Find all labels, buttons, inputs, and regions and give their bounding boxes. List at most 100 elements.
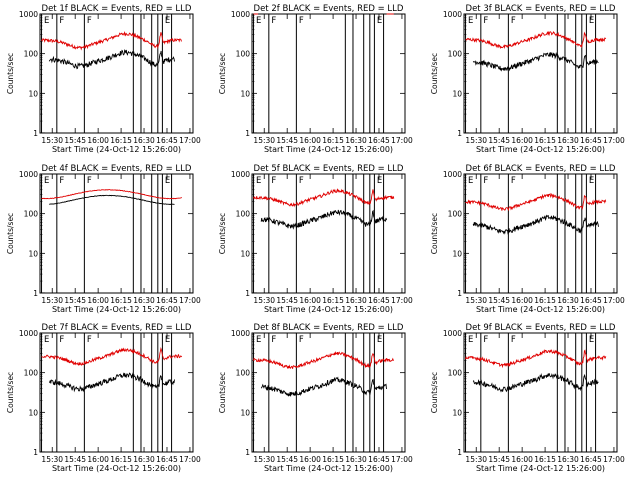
x-axis-label: Start Time (24-Oct-12 15:26:00) <box>52 305 181 314</box>
plot-frame <box>39 332 194 453</box>
x-tick-label: 15:30 <box>41 455 63 464</box>
y-tick-label: 100 <box>236 210 251 219</box>
y-tick-label: 100 <box>236 50 251 59</box>
x-tick-label: 16:15 <box>322 455 344 464</box>
interval-letter: F <box>59 16 64 26</box>
interval-letter: E <box>44 176 49 186</box>
panel-title: Det 1f BLACK = Events, RED = LLD <box>42 4 192 14</box>
y-tick-label: 1000 <box>19 329 38 338</box>
events-series-line <box>260 376 387 397</box>
x-tick-label: 16:45 <box>156 136 178 145</box>
y-tick-label: 10 <box>240 408 250 417</box>
x-tick-label: 15:30 <box>41 296 63 305</box>
interval-letter: F <box>299 16 304 26</box>
chart-panel-7: Det 7f BLACK = Events, RED = LLD 1 10 100 10… <box>6 323 201 473</box>
x-tick-label: 16:15 <box>110 455 132 464</box>
interval-letter: F <box>87 16 92 26</box>
x-tick-label: 16:45 <box>368 455 390 464</box>
y-tick-label: 1 <box>245 289 250 298</box>
x-tick-label: 16:00 <box>87 455 109 464</box>
x-tick-label: 17:00 <box>391 136 413 145</box>
x-tick-label: 16:15 <box>110 296 132 305</box>
y-tick-label: 10 <box>240 249 250 258</box>
x-tick-label: 16:45 <box>580 296 602 305</box>
interval-letter: F <box>59 176 64 186</box>
x-axis-label: Start Time (24-Oct-12 15:26:00) <box>476 464 605 473</box>
interval-letter: E <box>377 16 382 26</box>
chart-panel-1: Det 1f BLACK = Events, RED = LLD 1 10 100 10… <box>6 4 201 154</box>
interval-letter: E <box>468 335 473 345</box>
x-tick-label: 16:45 <box>156 296 178 305</box>
x-tick-label: 16:30 <box>345 136 367 145</box>
y-axis-label: Counts/sec <box>218 53 227 94</box>
y-tick-label: 1000 <box>19 170 38 179</box>
y-axis-label: Counts/sec <box>430 372 439 413</box>
x-tick-label: 16:15 <box>534 296 556 305</box>
x-tick-label: 17:00 <box>603 136 625 145</box>
lld-series-line <box>41 31 182 51</box>
x-tick-label: 17:00 <box>391 455 413 464</box>
x-tick-label: 16:30 <box>345 455 367 464</box>
x-axis-label: Start Time (24-Oct-12 15:26:00) <box>476 305 605 314</box>
x-tick-label: 15:45 <box>276 136 298 145</box>
x-tick-label: 16:00 <box>299 455 321 464</box>
interval-letter: F <box>87 335 92 345</box>
y-axis-label: Counts/sec <box>430 213 439 254</box>
panel-title: Det 7f BLACK = Events, RED = LLD <box>42 323 192 333</box>
y-tick-label: 1000 <box>231 329 250 338</box>
lld-series-line <box>253 350 394 370</box>
chart-panel-9: Det 9f BLACK = Events, RED = LLD 1 10 100 10… <box>430 323 625 473</box>
x-tick-label: 16:45 <box>368 296 390 305</box>
x-tick-label: 16:15 <box>534 455 556 464</box>
y-tick-label: 100 <box>448 369 463 378</box>
x-tick-label: 16:45 <box>580 455 602 464</box>
chart-panel-4: Det 4f BLACK = Events, RED = LLD 1 10 100 10… <box>6 164 201 314</box>
x-tick-label: 17:00 <box>179 455 201 464</box>
x-tick-label: 16:15 <box>322 136 344 145</box>
x-tick-label: 17:00 <box>603 296 625 305</box>
y-tick-label: 100 <box>448 210 463 219</box>
x-tick-label: 15:30 <box>465 455 487 464</box>
y-tick-label: 1 <box>33 289 38 298</box>
plot-frame <box>463 13 618 134</box>
y-tick-label: 100 <box>236 369 251 378</box>
events-series-line <box>472 373 599 393</box>
x-tick-label: 16:15 <box>322 296 344 305</box>
interval-letter: E <box>377 335 382 345</box>
y-axis-label: Counts/sec <box>6 53 15 94</box>
interval-letter: E <box>256 176 261 186</box>
interval-letter: F <box>299 176 304 186</box>
y-tick-label: 10 <box>452 89 462 98</box>
y-tick-label: 1 <box>245 448 250 457</box>
x-axis-label: Start Time (24-Oct-12 15:26:00) <box>264 305 393 314</box>
interval-letter: E <box>165 16 170 26</box>
y-tick-label: 1 <box>457 129 462 138</box>
plot-frame <box>39 173 194 294</box>
interval-letter: E <box>468 176 473 186</box>
x-tick-label: 15:45 <box>64 296 86 305</box>
interval-letter: F <box>59 335 64 345</box>
x-tick-label: 16:00 <box>511 296 533 305</box>
y-tick-label: 10 <box>452 249 462 258</box>
interval-letter: E <box>256 335 261 345</box>
x-tick-label: 15:30 <box>465 136 487 145</box>
x-axis-label: Start Time (24-Oct-12 15:26:00) <box>264 464 393 473</box>
x-tick-label: 16:15 <box>110 136 132 145</box>
interval-letter: F <box>511 16 516 26</box>
panel-title: Det 4f BLACK = Events, RED = LLD <box>42 164 192 174</box>
x-tick-label: 17:00 <box>179 296 201 305</box>
x-tick-label: 16:30 <box>133 296 155 305</box>
y-tick-label: 1 <box>33 129 38 138</box>
events-series-line <box>472 214 599 235</box>
x-tick-label: 15:30 <box>253 136 275 145</box>
x-tick-label: 16:00 <box>87 296 109 305</box>
lld-series-line <box>465 192 607 212</box>
y-tick-label: 10 <box>240 89 250 98</box>
interval-letter: E <box>468 16 473 26</box>
lld-series-line <box>41 346 183 366</box>
x-tick-label: 16:00 <box>511 455 533 464</box>
x-tick-label: 17:00 <box>391 296 413 305</box>
chart-panel-3: Det 3f BLACK = Events, RED = LLD 1 10 100 10… <box>430 4 625 154</box>
interval-letter: E <box>589 176 594 186</box>
